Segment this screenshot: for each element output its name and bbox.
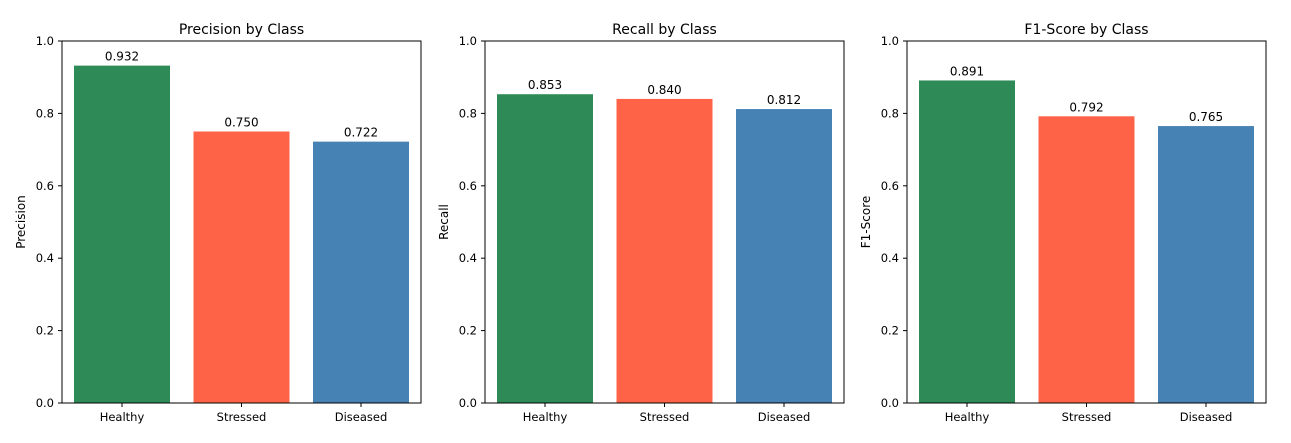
chart-panel-precision: Precision by Class Precision 0.00.20.40.… [14,22,422,424]
y-tick-label: 0.0 [881,396,899,410]
plot-frame [61,40,422,404]
y-ticks: 0.0 0.2 0.4 0.6 0.8 1.0 [881,34,907,410]
bars: 0.853 0.840 0.812 [497,78,832,404]
y-axis-label: Precision [14,195,28,249]
x-tick-label: Diseased [335,410,388,424]
x-tick-label: Stressed [640,410,690,424]
x-tick-label: Healthy [100,410,145,424]
chart-panel-recall: Recall by Class Recall 0.0 0.2 0.4 0.6 0.8 1.… [437,22,845,424]
y-tick-label: 0.0 [36,396,54,410]
plot-frame [906,40,1267,404]
y-tick-label: 0.4 [459,251,477,265]
y-axis-label: F1-Score [859,196,873,248]
y-tick-label: 0.4 [881,251,899,265]
data-label: 0.750 [224,116,258,130]
y-tick-label: 0.2 [459,324,477,338]
chart-title: F1-Score by Class [1024,22,1148,38]
data-label: 0.853 [528,78,562,92]
data-label: 0.792 [1069,100,1103,114]
x-ticks: Healthy Stressed Diseased [945,403,1233,424]
bar-healthy [919,80,1015,403]
y-tick-label: 0.8 [881,106,899,120]
bar-healthy [497,94,593,404]
y-tick-label: 0.6 [36,179,54,193]
plot-frame [484,40,845,404]
y-tick-label: 1.0 [459,34,477,48]
y-ticks: 0.0 0.2 0.4 0.6 0.8 1.0 [459,34,485,410]
y-tick-label: 0.2 [36,324,54,338]
bar-stressed [193,131,290,403]
data-label: 0.891 [950,64,984,78]
y-tick-label: 1.0 [36,34,54,48]
bar-stressed [616,98,713,404]
x-tick-label: Healthy [523,410,568,424]
y-tick-label: 0.4 [36,251,54,265]
y-axis-label: Recall [437,204,451,240]
y-tick-label: 0.2 [881,324,899,338]
bars: 0.932 0.750 0.722 [74,50,409,404]
data-label: 0.765 [1189,110,1223,124]
bar-diseased [736,109,832,403]
y-tick-label: 0.8 [459,106,477,120]
chart-title: Precision by Class [179,22,304,38]
bar-stressed [1038,116,1135,404]
y-tick-label: 1.0 [881,34,899,48]
bars: 0.891 0.792 0.765 [919,64,1254,404]
chart-title: Recall by Class [612,22,717,38]
x-tick-label: Stressed [217,410,267,424]
y-tick-label: 0.6 [881,179,899,193]
x-ticks: Healthy Stressed Diseased [523,403,811,424]
data-label: 0.722 [344,126,378,140]
bar-diseased [1158,126,1254,403]
data-label: 0.932 [105,50,139,64]
y-tick-label: 0.0 [459,396,477,410]
x-tick-label: Diseased [1180,410,1233,424]
bar-diseased [313,141,409,404]
data-label: 0.812 [767,93,801,107]
x-tick-label: Diseased [758,410,811,424]
bar-healthy [74,65,170,403]
y-ticks: 0.0 0.2 0.4 0.6 0.8 1.0 [36,34,62,410]
x-tick-label: Healthy [945,410,990,424]
x-ticks: Healthy Stressed Diseased [100,403,388,424]
chart-panel-f1-score: F1-Score by Class F1-Score 0.00.20.40.60… [859,22,1267,424]
y-tick-label: 0.6 [459,179,477,193]
x-tick-label: Stressed [1062,410,1112,424]
y-tick-label: 0.8 [36,106,54,120]
data-label: 0.840 [647,83,681,97]
